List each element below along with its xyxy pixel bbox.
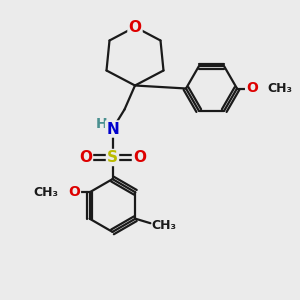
Text: O: O <box>246 82 258 95</box>
Text: O: O <box>68 185 80 199</box>
Text: CH₃: CH₃ <box>33 186 58 199</box>
Text: O: O <box>128 20 142 34</box>
Text: CH₃: CH₃ <box>267 82 292 95</box>
Text: N: N <box>106 122 119 136</box>
Text: H: H <box>95 118 107 131</box>
Text: O: O <box>79 150 92 165</box>
Text: O: O <box>133 150 146 165</box>
Text: CH₃: CH₃ <box>152 219 177 232</box>
Text: S: S <box>107 150 118 165</box>
